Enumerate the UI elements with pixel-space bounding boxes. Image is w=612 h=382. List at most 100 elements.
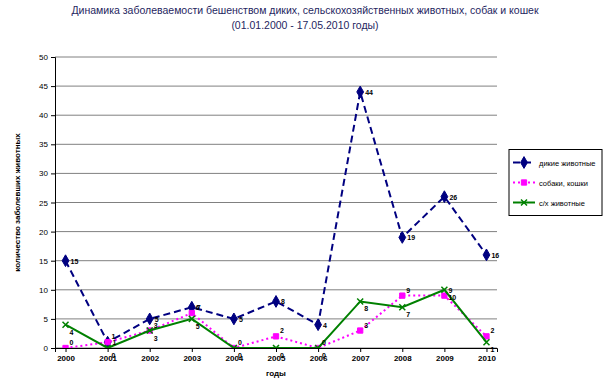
x-tick-label: 2010 — [478, 354, 496, 363]
legend: дикие животные собаки, кошки с/х животные — [509, 150, 602, 216]
marker — [273, 345, 279, 348]
x-tick: 2008 — [394, 348, 412, 363]
grid-line — [55, 86, 497, 87]
data-label: 16 — [491, 252, 499, 259]
data-label: 15 — [71, 258, 79, 265]
y-tick-label: 20 — [39, 228, 48, 237]
x-tick: 2002 — [141, 348, 159, 363]
y-tick-mark — [51, 290, 55, 291]
data-label: 10 — [448, 294, 456, 301]
x-axis-line — [56, 349, 498, 353]
marker — [483, 249, 490, 261]
data-label: 9 — [448, 287, 452, 294]
marker — [105, 340, 110, 345]
chart-container: Динамика заболеваемости бешенством диких… — [0, 0, 612, 382]
x-tick-mark — [192, 348, 193, 352]
y-tick: 35 — [39, 140, 55, 149]
marker — [358, 328, 363, 333]
y-tick: 5 — [44, 315, 55, 324]
y-tick: 0 — [44, 344, 55, 353]
y-tick-label: 0 — [44, 344, 49, 353]
data-labels: 151575844419261601360203992403500087101 — [70, 89, 500, 359]
data-label: 0 — [238, 352, 242, 359]
x-tick: 2007 — [352, 348, 370, 363]
data-label: 1 — [490, 346, 494, 353]
marker — [189, 316, 195, 322]
data-label: 2 — [280, 327, 284, 334]
series-line — [66, 290, 487, 348]
marker — [442, 293, 447, 298]
y-tick-label: 35 — [39, 140, 48, 149]
x-tick-label: 2009 — [436, 354, 454, 363]
data-label: 0 — [322, 352, 326, 359]
marker — [273, 296, 280, 308]
marker — [441, 191, 448, 203]
data-label: 44 — [365, 89, 373, 96]
y-tick-label: 25 — [39, 199, 48, 208]
legend-marker — [521, 200, 527, 206]
grid — [55, 57, 497, 348]
data-label: 7 — [406, 311, 410, 318]
grid-line — [55, 173, 497, 174]
marker — [273, 334, 278, 339]
plot-area — [62, 86, 490, 348]
marker — [63, 345, 68, 348]
y-tick: 45 — [39, 82, 55, 91]
grid-line — [55, 318, 497, 319]
marker — [357, 86, 364, 98]
data-label: 4 — [70, 329, 74, 336]
y-tick-mark — [51, 115, 55, 116]
data-label: 0 — [70, 339, 74, 346]
data-label: 5 — [239, 316, 243, 323]
marker — [399, 232, 406, 244]
x-tick-mark — [318, 348, 319, 352]
data-label: 26 — [449, 194, 457, 201]
y-tick-label: 15 — [39, 257, 48, 266]
x-tick-label: 2000 — [57, 354, 75, 363]
x-tick-mark — [66, 348, 67, 352]
y-tick-mark — [51, 232, 55, 233]
grid-line — [55, 231, 497, 232]
x-tick-mark — [234, 348, 235, 352]
marker — [484, 334, 489, 339]
data-label: 0 — [280, 352, 284, 359]
y-tick-label: 40 — [39, 111, 48, 120]
grid-line — [55, 202, 497, 203]
x-tick: 2004 — [226, 348, 244, 363]
legend-label: с/х животные — [539, 199, 585, 208]
y-tick-mark — [51, 86, 55, 87]
legend-item: дикие животные — [513, 157, 596, 169]
data-label: 1 — [112, 333, 116, 340]
legend-item: с/х животные — [513, 199, 585, 208]
grid-line — [55, 115, 497, 116]
x-tick-mark — [108, 348, 109, 352]
data-label: 1 — [113, 339, 117, 346]
marker — [62, 255, 69, 267]
x-tick-label: 2008 — [394, 354, 412, 363]
marker — [315, 345, 321, 348]
x-tick-mark — [150, 348, 151, 352]
y-tick: 50 — [39, 53, 55, 62]
x-tick-label: 2002 — [141, 354, 159, 363]
data-label: 3 — [364, 322, 368, 329]
x-tick-mark — [444, 348, 445, 352]
legend-item: собаки, кошки — [513, 179, 588, 188]
legend-box — [509, 150, 602, 216]
data-label: 2 — [490, 327, 494, 334]
data-label: 5 — [196, 323, 200, 330]
marker — [231, 313, 238, 325]
x-tick-label: 2007 — [352, 354, 370, 363]
marker — [63, 322, 69, 328]
y-tick: 20 — [39, 228, 55, 237]
y-tick: 30 — [39, 169, 55, 178]
data-label: 19 — [407, 234, 415, 241]
data-label: 4 — [323, 322, 327, 329]
legend-marker — [521, 180, 526, 185]
y-tick-label: 10 — [39, 286, 48, 295]
y-axis: 0 5 10 15 20 25 30 35 40 45 50 — [39, 53, 55, 353]
data-label: 9 — [406, 287, 410, 294]
x-tick-label: 2003 — [183, 354, 201, 363]
marker — [399, 304, 405, 310]
marker — [483, 339, 489, 345]
x-tick-mark — [486, 348, 487, 352]
